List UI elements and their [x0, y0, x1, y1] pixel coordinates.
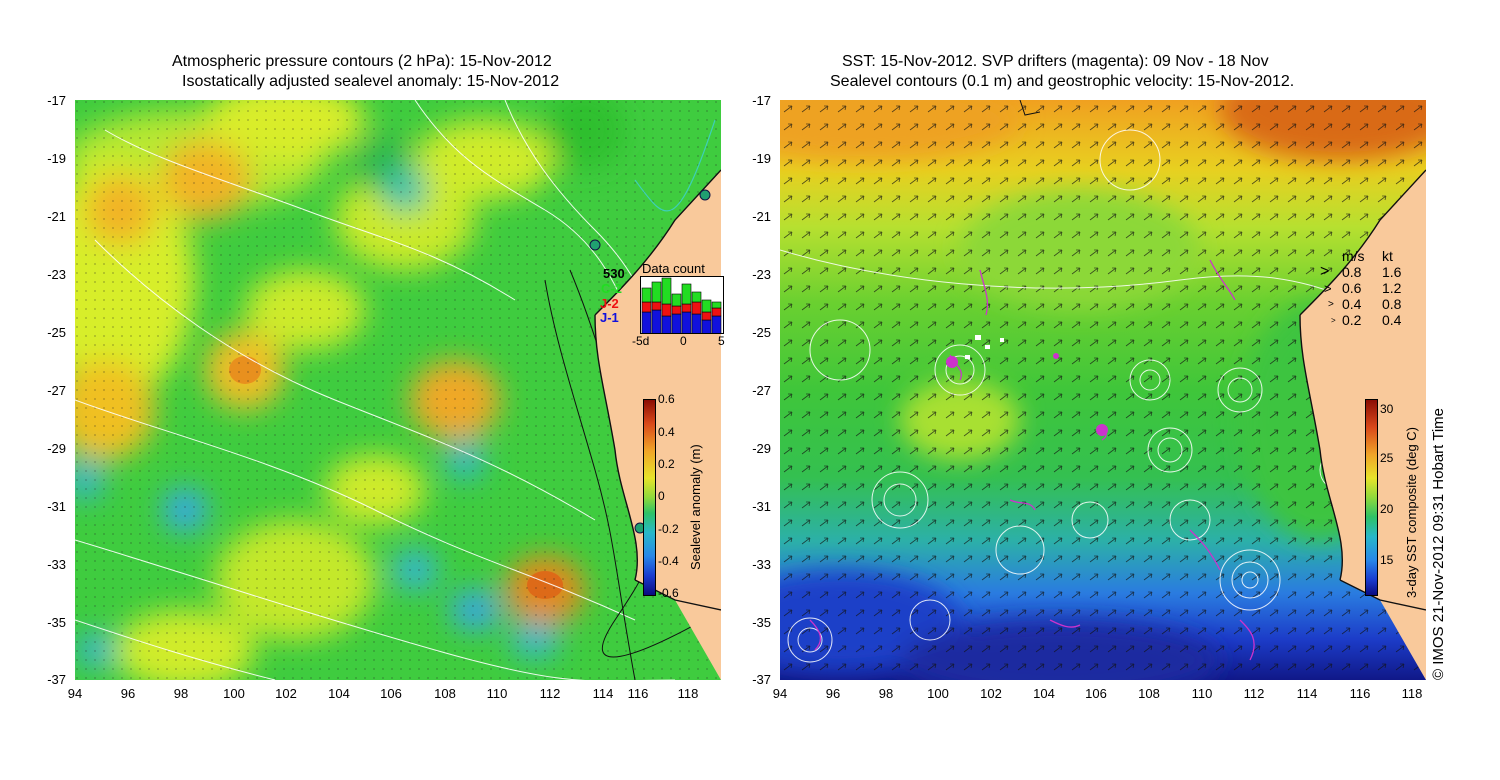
sealevel-colorbar-tick: 0	[658, 489, 665, 503]
velocity-legend-kt: 1.6	[1382, 264, 1402, 280]
velocity-legend-header-ms: m/s	[1342, 248, 1365, 264]
sst-colorbar-tick: 20	[1380, 502, 1394, 516]
data-count-title: Data count	[642, 261, 705, 276]
velocity-arrow-icon: >	[1331, 316, 1336, 325]
velocity-legend-kt: 1.2	[1382, 280, 1402, 296]
sealevel-colorbar-tick: 0.6	[658, 392, 675, 406]
velocity-legend-kt: 0.4	[1382, 312, 1402, 328]
velocity-legend-ms: 0.8	[1342, 264, 1362, 280]
sst-colorbar-label: 3-day SST composite (deg C)	[1404, 427, 1419, 598]
velocity-legend-ms: 0.2	[1342, 312, 1362, 328]
right-x-tick: 100	[927, 686, 949, 701]
sealevel-colorbar	[643, 399, 656, 596]
right-y-tick: -37	[752, 672, 771, 687]
sealevel-colorbar-label: Sealevel anomaly (m)	[688, 444, 703, 570]
right-title-line1: SST: 15-Nov-2012. SVP drifters (magenta)…	[842, 53, 1269, 70]
left-y-tick: -19	[47, 151, 66, 166]
left-title-line1: Atmospheric pressure contours (2 hPa): 1…	[172, 53, 552, 70]
right-y-tick: -27	[752, 383, 771, 398]
data-count-series-530: 530	[603, 266, 625, 281]
left-x-tick: 102	[275, 686, 297, 701]
sst-colorbar-tick: 30	[1380, 402, 1394, 416]
right-y-tick: -25	[752, 325, 771, 340]
right-y-tick: -21	[752, 209, 771, 224]
left-x-tick: 114	[592, 686, 614, 701]
right-x-tick: 104	[1033, 686, 1055, 701]
left-x-tick: 116	[627, 686, 649, 701]
data-count-series-j2: J-2	[600, 296, 619, 311]
left-x-tick: 112	[539, 686, 561, 701]
right-x-tick: 96	[825, 686, 841, 701]
right-title-line2: Sealevel contours (0.1 m) and geostrophi…	[830, 73, 1295, 90]
sealevel-colorbar-tick: 0.4	[658, 425, 675, 439]
left-x-tick: 118	[677, 686, 699, 701]
left-x-tick: 106	[380, 686, 402, 701]
right-x-tick: 108	[1138, 686, 1160, 701]
left-x-tick: 94	[67, 686, 83, 701]
sst-colorbar	[1365, 399, 1378, 596]
right-y-tick: -29	[752, 441, 771, 456]
left-x-tick: 108	[434, 686, 456, 701]
data-count-series-j1: J-1	[600, 310, 619, 325]
left-y-tick: -25	[47, 325, 66, 340]
velocity-arrow-icon: >	[1324, 281, 1332, 296]
left-y-tick: -21	[47, 209, 66, 224]
data-count-chart	[640, 276, 724, 335]
left-x-tick: 100	[223, 686, 245, 701]
sealevel-colorbar-tick: -0.2	[658, 522, 679, 536]
right-y-tick: -17	[752, 93, 771, 108]
copyright-credit: © IMOS 21-Nov-2012 09:31 Hobart Time	[1430, 407, 1447, 680]
velocity-legend-ms: 0.6	[1342, 280, 1362, 296]
right-x-tick: 98	[878, 686, 894, 701]
sealevel-colorbar-tick: -0.4	[658, 554, 679, 568]
right-x-tick: 114	[1296, 686, 1318, 701]
sealevel-anomaly-map	[75, 100, 721, 680]
left-y-tick: -23	[47, 267, 66, 282]
left-y-tick: -31	[47, 499, 66, 514]
right-x-tick: 116	[1349, 686, 1371, 701]
right-y-tick: -19	[752, 151, 771, 166]
sst-colorbar-tick: 15	[1380, 553, 1394, 567]
right-y-tick: -33	[752, 557, 771, 572]
sealevel-colorbar-tick: -0.6	[658, 586, 679, 600]
right-y-tick: -31	[752, 499, 771, 514]
left-y-tick: -35	[47, 615, 66, 630]
data-count-x-tick: 0	[680, 334, 687, 348]
right-y-tick: -35	[752, 615, 771, 630]
right-x-tick: 110	[1191, 686, 1213, 701]
left-y-tick: -17	[47, 93, 66, 108]
left-y-tick: -37	[47, 672, 66, 687]
right-x-tick: 118	[1401, 686, 1423, 701]
left-y-tick: -33	[47, 557, 66, 572]
velocity-legend-ms: 0.4	[1342, 296, 1362, 312]
right-y-tick: -23	[752, 267, 771, 282]
data-count-x-tick: -5d	[632, 334, 650, 348]
left-x-tick: 110	[486, 686, 508, 701]
sst-colorbar-tick: 25	[1380, 451, 1394, 465]
right-x-tick: 106	[1085, 686, 1107, 701]
left-x-tick: 98	[173, 686, 189, 701]
velocity-legend-kt: 0.8	[1382, 296, 1402, 312]
data-count-series-c2: C-2	[601, 281, 622, 296]
left-x-tick: 104	[328, 686, 350, 701]
data-count-x-tick: 5	[718, 334, 725, 348]
velocity-legend-header-kt: kt	[1382, 248, 1393, 264]
sealevel-colorbar-tick: 0.2	[658, 457, 675, 471]
left-x-tick: 96	[120, 686, 136, 701]
right-x-tick: 112	[1243, 686, 1265, 701]
sst-map	[780, 100, 1426, 680]
right-x-tick: 94	[772, 686, 788, 701]
velocity-arrow-icon: >	[1320, 263, 1330, 280]
left-y-tick: -27	[47, 383, 66, 398]
right-x-tick: 102	[980, 686, 1002, 701]
velocity-arrow-icon: >	[1328, 299, 1334, 310]
left-title-line2: Isostatically adjusted sealevel anomaly:…	[182, 73, 560, 90]
left-y-tick: -29	[47, 441, 66, 456]
